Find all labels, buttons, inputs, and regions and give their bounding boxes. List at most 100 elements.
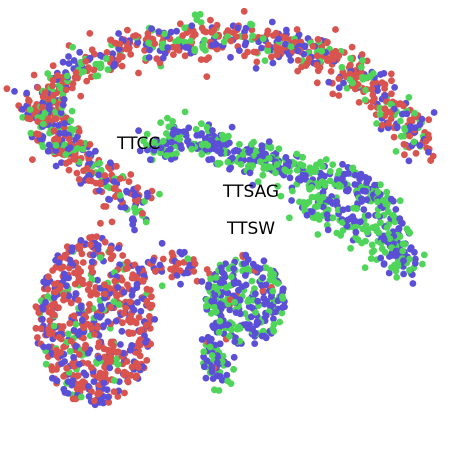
point-upper-arc — [362, 87, 369, 94]
point-lower-left — [127, 313, 134, 320]
point-right-arm — [236, 141, 243, 148]
point-upper-arc — [388, 90, 395, 97]
point-upper-arc — [76, 128, 83, 135]
point-lower-left — [53, 347, 60, 354]
point-upper-arc — [270, 60, 277, 67]
point-lower-middle — [258, 282, 265, 289]
point-upper-arc — [51, 127, 58, 134]
point-lower-left — [129, 287, 136, 294]
point-lower-middle — [205, 284, 212, 291]
point-upper-arc — [243, 39, 250, 46]
point-upper-arc — [315, 36, 322, 43]
point-upper-arc — [127, 171, 134, 178]
point-right-arm — [362, 188, 369, 195]
point-upper-arc — [60, 102, 67, 109]
point-upper-arc — [57, 85, 64, 92]
point-upper-arc — [182, 52, 189, 59]
point-lower-left — [190, 268, 197, 275]
point-right-arm — [168, 139, 175, 146]
point-right-arm — [406, 229, 413, 236]
point-right-arm — [181, 128, 188, 135]
point-lower-left — [96, 355, 103, 362]
point-right-arm — [365, 212, 372, 219]
point-upper-arc — [401, 141, 408, 148]
point-lower-left — [48, 308, 55, 315]
point-lower-left — [107, 354, 114, 361]
point-lower-left — [138, 327, 145, 334]
point-lower-left — [151, 316, 158, 323]
point-right-arm — [347, 245, 354, 252]
point-lower-left — [117, 341, 124, 348]
point-lower-left — [131, 307, 138, 314]
point-lower-left — [143, 322, 150, 329]
point-right-arm — [288, 197, 295, 204]
point-lower-middle — [261, 257, 268, 264]
point-upper-arc — [199, 25, 206, 32]
point-lower-left — [86, 393, 93, 400]
point-lower-middle — [207, 344, 214, 351]
point-lower-left — [135, 266, 142, 273]
point-upper-arc — [359, 74, 366, 81]
point-upper-arc — [111, 178, 118, 185]
point-lower-left — [124, 259, 131, 266]
point-lower-left — [138, 308, 145, 315]
point-lower-middle — [242, 252, 249, 259]
point-upper-arc — [362, 97, 369, 104]
point-upper-arc — [35, 131, 42, 138]
point-upper-arc — [388, 71, 395, 78]
point-lower-left — [81, 370, 88, 377]
point-right-arm — [286, 214, 293, 221]
point-right-arm — [215, 161, 222, 168]
point-lower-left — [45, 273, 52, 280]
point-lower-middle — [270, 271, 277, 278]
point-right-arm — [382, 249, 389, 256]
point-right-arm — [402, 241, 409, 248]
point-lower-left — [108, 256, 115, 263]
point-right-arm — [336, 181, 343, 188]
point-lower-left — [75, 273, 82, 280]
point-upper-arc — [393, 148, 400, 155]
point-right-arm — [327, 168, 334, 175]
point-lower-middle — [223, 284, 230, 291]
point-lower-middle — [214, 359, 221, 366]
point-upper-arc — [117, 192, 124, 199]
point-upper-arc — [356, 99, 363, 106]
point-lower-middle — [269, 288, 276, 295]
point-lower-middle — [276, 319, 283, 326]
point-right-arm — [412, 260, 419, 267]
point-lower-left — [86, 301, 93, 308]
point-lower-left — [100, 380, 107, 387]
point-lower-left — [58, 360, 65, 367]
point-lower-middle — [219, 269, 226, 276]
point-upper-arc — [96, 160, 103, 167]
point-lower-middle — [230, 265, 237, 272]
point-upper-arc — [74, 145, 81, 152]
point-right-arm — [294, 167, 301, 174]
point-upper-arc — [294, 26, 301, 33]
point-right-arm — [300, 162, 307, 169]
point-right-arm — [329, 161, 336, 168]
point-right-arm — [337, 232, 344, 239]
point-upper-arc — [50, 77, 57, 84]
annotation-ttsag: TTSAG — [222, 182, 279, 202]
point-lower-left — [61, 276, 68, 283]
point-lower-left — [177, 281, 184, 288]
point-upper-arc — [377, 111, 384, 118]
point-upper-arc — [80, 167, 87, 174]
point-upper-arc — [63, 87, 70, 94]
point-lower-left — [95, 246, 102, 253]
point-upper-arc — [27, 106, 34, 113]
point-lower-left — [106, 365, 113, 372]
point-upper-arc — [265, 42, 272, 49]
point-lower-left — [127, 372, 134, 379]
point-upper-arc — [60, 59, 67, 66]
point-upper-arc — [107, 37, 114, 44]
point-right-arm — [301, 205, 308, 212]
point-lower-middle — [237, 325, 244, 332]
point-upper-arc — [64, 73, 71, 80]
point-upper-arc — [294, 68, 301, 75]
point-right-arm — [171, 126, 178, 133]
point-lower-left — [157, 262, 164, 269]
point-right-arm — [381, 261, 388, 268]
point-lower-left — [91, 397, 98, 404]
